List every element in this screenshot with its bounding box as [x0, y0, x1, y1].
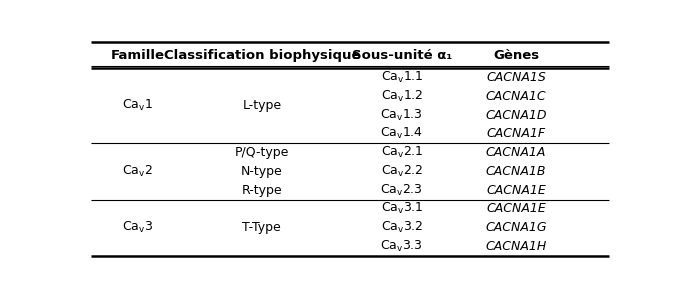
Text: L-type: L-type	[242, 99, 281, 112]
Text: CACNA1H: CACNA1H	[486, 240, 546, 253]
Text: $\mathregular{Ca}_\mathregular{v}$3: $\mathregular{Ca}_\mathregular{v}$3	[122, 220, 153, 235]
Text: CACNA1C: CACNA1C	[486, 90, 546, 103]
Text: T-Type: T-Type	[242, 221, 281, 234]
Text: CACNA1S: CACNA1S	[486, 71, 546, 84]
Text: CACNA1D: CACNA1D	[486, 109, 547, 122]
Text: Famille: Famille	[111, 49, 165, 62]
Text: $\mathregular{Ca}_\mathregular{v}$3.1: $\mathregular{Ca}_\mathregular{v}$3.1	[380, 201, 423, 217]
Text: $\mathregular{Ca}_\mathregular{v}$1.2: $\mathregular{Ca}_\mathregular{v}$1.2	[381, 89, 423, 104]
Text: CACNA1E: CACNA1E	[486, 202, 546, 215]
Text: $\mathregular{Ca}_\mathregular{v}$3.2: $\mathregular{Ca}_\mathregular{v}$3.2	[381, 220, 423, 235]
Text: CACNA1G: CACNA1G	[486, 221, 547, 234]
Text: R-type: R-type	[242, 184, 282, 197]
Text: CACNA1F: CACNA1F	[486, 127, 546, 140]
Text: $\mathregular{Ca}_\mathregular{v}$1.3: $\mathregular{Ca}_\mathregular{v}$1.3	[380, 108, 423, 123]
Text: $\mathregular{Ca}_\mathregular{v}$1.1: $\mathregular{Ca}_\mathregular{v}$1.1	[380, 70, 423, 85]
Text: CACNA1A: CACNA1A	[486, 146, 546, 159]
Text: CACNA1B: CACNA1B	[486, 165, 546, 178]
Text: Sous-unité α₁: Sous-unité α₁	[352, 49, 452, 62]
Text: CACNA1E: CACNA1E	[486, 184, 546, 197]
Text: $\mathregular{Ca}_\mathregular{v}$1: $\mathregular{Ca}_\mathregular{v}$1	[122, 98, 153, 113]
Text: P/Q-type: P/Q-type	[235, 146, 289, 159]
Text: $\mathregular{Ca}_\mathregular{v}$2: $\mathregular{Ca}_\mathregular{v}$2	[122, 164, 153, 179]
Text: $\mathregular{Ca}_\mathregular{v}$2.2: $\mathregular{Ca}_\mathregular{v}$2.2	[381, 164, 423, 179]
Text: $\mathregular{Ca}_\mathregular{v}$2.3: $\mathregular{Ca}_\mathregular{v}$2.3	[380, 183, 423, 198]
Text: $\mathregular{Ca}_\mathregular{v}$1.4: $\mathregular{Ca}_\mathregular{v}$1.4	[380, 126, 423, 142]
Text: $\mathregular{Ca}_\mathregular{v}$3.3: $\mathregular{Ca}_\mathregular{v}$3.3	[380, 239, 423, 254]
Text: Gènes: Gènes	[493, 49, 539, 62]
Text: N-type: N-type	[241, 165, 283, 178]
Text: $\mathregular{Ca}_\mathregular{v}$2.1: $\mathregular{Ca}_\mathregular{v}$2.1	[380, 145, 423, 160]
Text: Classification biophysique: Classification biophysique	[164, 49, 360, 62]
